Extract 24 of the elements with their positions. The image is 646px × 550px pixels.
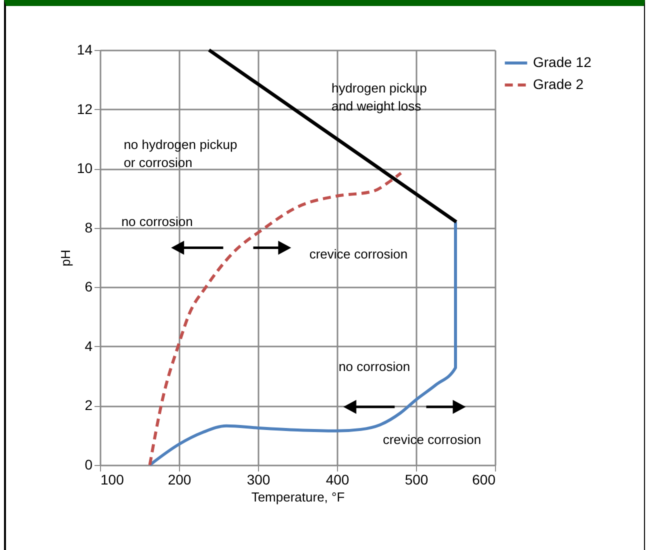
annotation: crevice corrosion: [309, 246, 408, 262]
x-tick-label: 500: [404, 472, 428, 488]
y-tick-label: 10: [76, 160, 93, 176]
x-tick-label: 100: [100, 472, 124, 488]
y-tick-label: 2: [84, 397, 93, 414]
annotation: crevice corrosion: [382, 432, 482, 447]
annotation: no corrosion: [121, 214, 193, 229]
x-tick-label: 300: [246, 472, 270, 488]
y-tick-label: 14: [76, 42, 93, 58]
y-tick-label: 6: [84, 278, 93, 295]
legend-label: Grade 12: [533, 54, 592, 70]
y-tick-label: 12: [76, 100, 93, 117]
x-axis-title: Temperature, °F: [251, 490, 345, 504]
annotation: no hydrogen pickup or corrosion: [124, 136, 238, 170]
x-tick-label: 600: [472, 472, 496, 488]
y-tick-label: 4: [84, 338, 93, 354]
annotation: hydrogen pickup and weight loss: [331, 80, 427, 114]
y-tick-label: 8: [84, 219, 93, 236]
y-axis-title: pH: [58, 250, 73, 266]
y-tick-label: 0: [84, 456, 93, 472]
annotation: no corrosion: [338, 359, 410, 374]
x-tick-label: 200: [168, 472, 192, 488]
x-tick-label: 400: [326, 472, 350, 488]
legend-label: Grade 2: [533, 76, 584, 92]
